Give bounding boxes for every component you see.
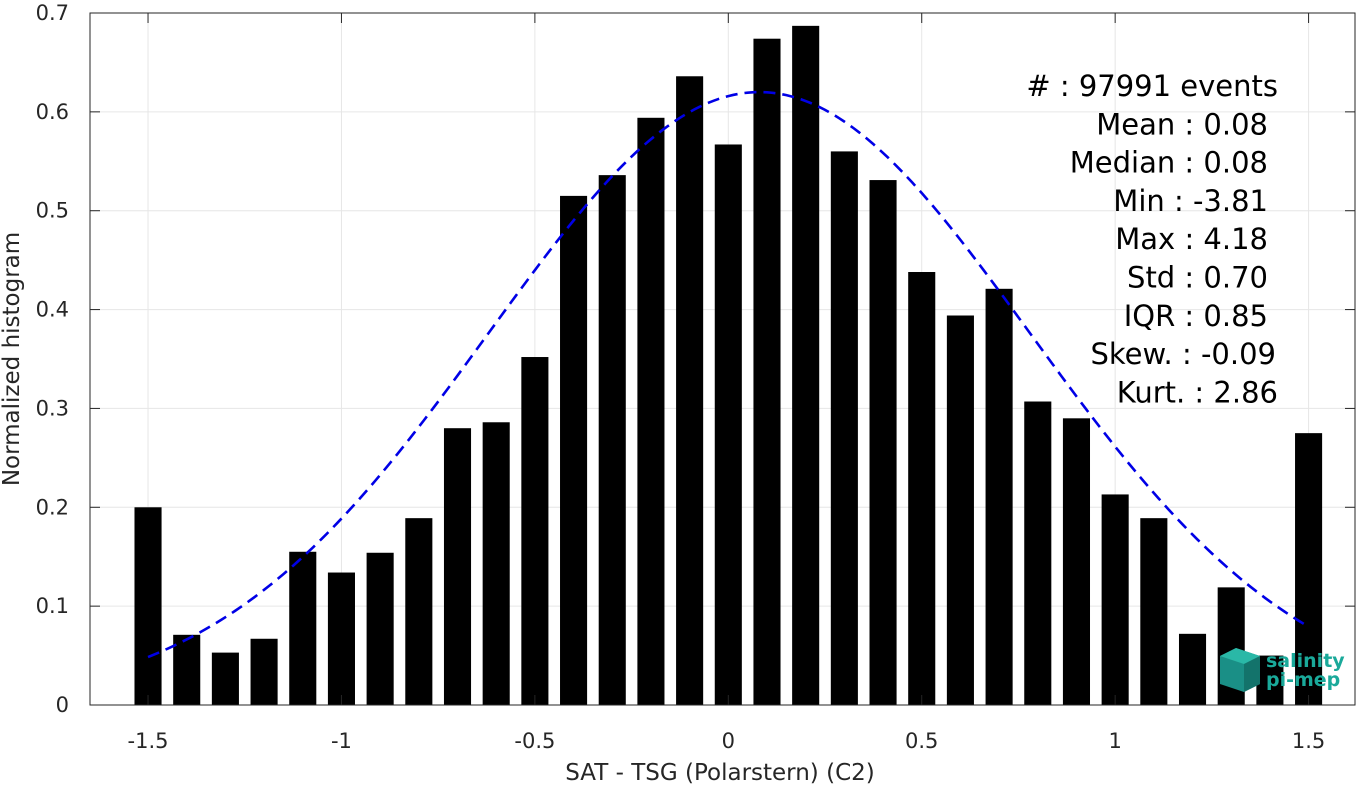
histogram-bar [946, 315, 974, 705]
salinity-pimep-logo: salinity pi-mep [1220, 648, 1345, 692]
stat-line: Skew. : -0.09 [1090, 337, 1276, 371]
histogram-bar [560, 195, 588, 705]
axis-ticks: -1.5 -1 -0.5 0 0.5 1 1.5 0 0.1 0.2 0.3 0.4 0.5 0.6 0.7 [36, 1, 1355, 753]
x-tick-label: 1 [1108, 729, 1121, 753]
histogram-bar [134, 507, 162, 705]
histogram-bar [1256, 655, 1284, 705]
histogram-bar [637, 117, 665, 705]
histogram-bar [1295, 433, 1323, 705]
logo-cube-side [1244, 656, 1260, 692]
y-axis-label: Normalized histogram [0, 232, 25, 486]
y-tick-label: 0.3 [36, 396, 69, 420]
stat-line: IQR : 0.85 [1124, 299, 1268, 333]
stat-line: Min : -3.81 [1113, 184, 1268, 218]
y-tick-label: 0 [56, 693, 69, 717]
stat-line: Median : 0.08 [1070, 146, 1268, 180]
y-tick-label: 0.2 [36, 495, 69, 519]
histogram-bar [869, 180, 897, 705]
stat-line: Max : 4.18 [1115, 222, 1268, 256]
histogram-bar [1101, 494, 1129, 705]
y-tick-label: 0.7 [36, 1, 69, 25]
y-tick-label: 0.5 [36, 199, 69, 223]
gaussian-fit-curve [147, 90, 1310, 659]
x-tick-label: 1.5 [1292, 729, 1325, 753]
y-tick-label: 0.4 [36, 298, 69, 322]
histogram-bar [908, 272, 936, 705]
logo-text-line2: pi-mep [1266, 669, 1340, 691]
histogram-bar [289, 551, 317, 705]
histogram-bar [250, 638, 278, 705]
histogram-bar [173, 634, 201, 705]
x-tick-label: -1.5 [128, 729, 169, 753]
histogram-bar [676, 76, 704, 706]
histogram-bar [1178, 633, 1207, 705]
histogram-bar [830, 151, 858, 705]
logo-cube-top [1220, 648, 1260, 664]
x-tick-label: 0.5 [905, 729, 938, 753]
histogram-bar [443, 428, 472, 705]
logo-text-line1: salinity [1266, 650, 1345, 672]
histogram-bars [134, 25, 1323, 706]
stat-line: # : 97991 events [1026, 69, 1278, 103]
histogram-bar [598, 175, 626, 705]
stat-line: Mean : 0.08 [1096, 107, 1268, 141]
histogram-bar [405, 518, 433, 705]
stat-line: Std : 0.70 [1127, 261, 1268, 295]
histogram-bar [985, 288, 1013, 705]
histogram-bar [327, 572, 355, 705]
histogram-bar [482, 422, 510, 705]
histogram-bar [211, 652, 239, 705]
histogram-bar [714, 144, 742, 706]
histogram-bar [753, 38, 781, 705]
x-tick-label: -0.5 [514, 729, 555, 753]
stat-line: Kurt. : 2.86 [1117, 375, 1278, 409]
x-tick-label: -1 [331, 729, 352, 753]
histogram-bar [1024, 401, 1052, 705]
histogram-bar [521, 357, 549, 705]
statistics-box: # : 97991 events Mean : 0.08 Median : 0.08… [1026, 69, 1278, 409]
y-tick-label: 0.1 [36, 594, 69, 618]
histogram-bar [366, 552, 394, 705]
histogram-bar [1140, 518, 1168, 705]
histogram-bar [1062, 418, 1091, 705]
histogram-bar [792, 25, 820, 705]
plot-frame [89, 12, 1356, 706]
x-axis-label: SAT - TSG (Polarstern) (C2) [565, 760, 874, 785]
x-tick-label: 0 [722, 729, 735, 753]
y-tick-label: 0.6 [36, 100, 69, 124]
